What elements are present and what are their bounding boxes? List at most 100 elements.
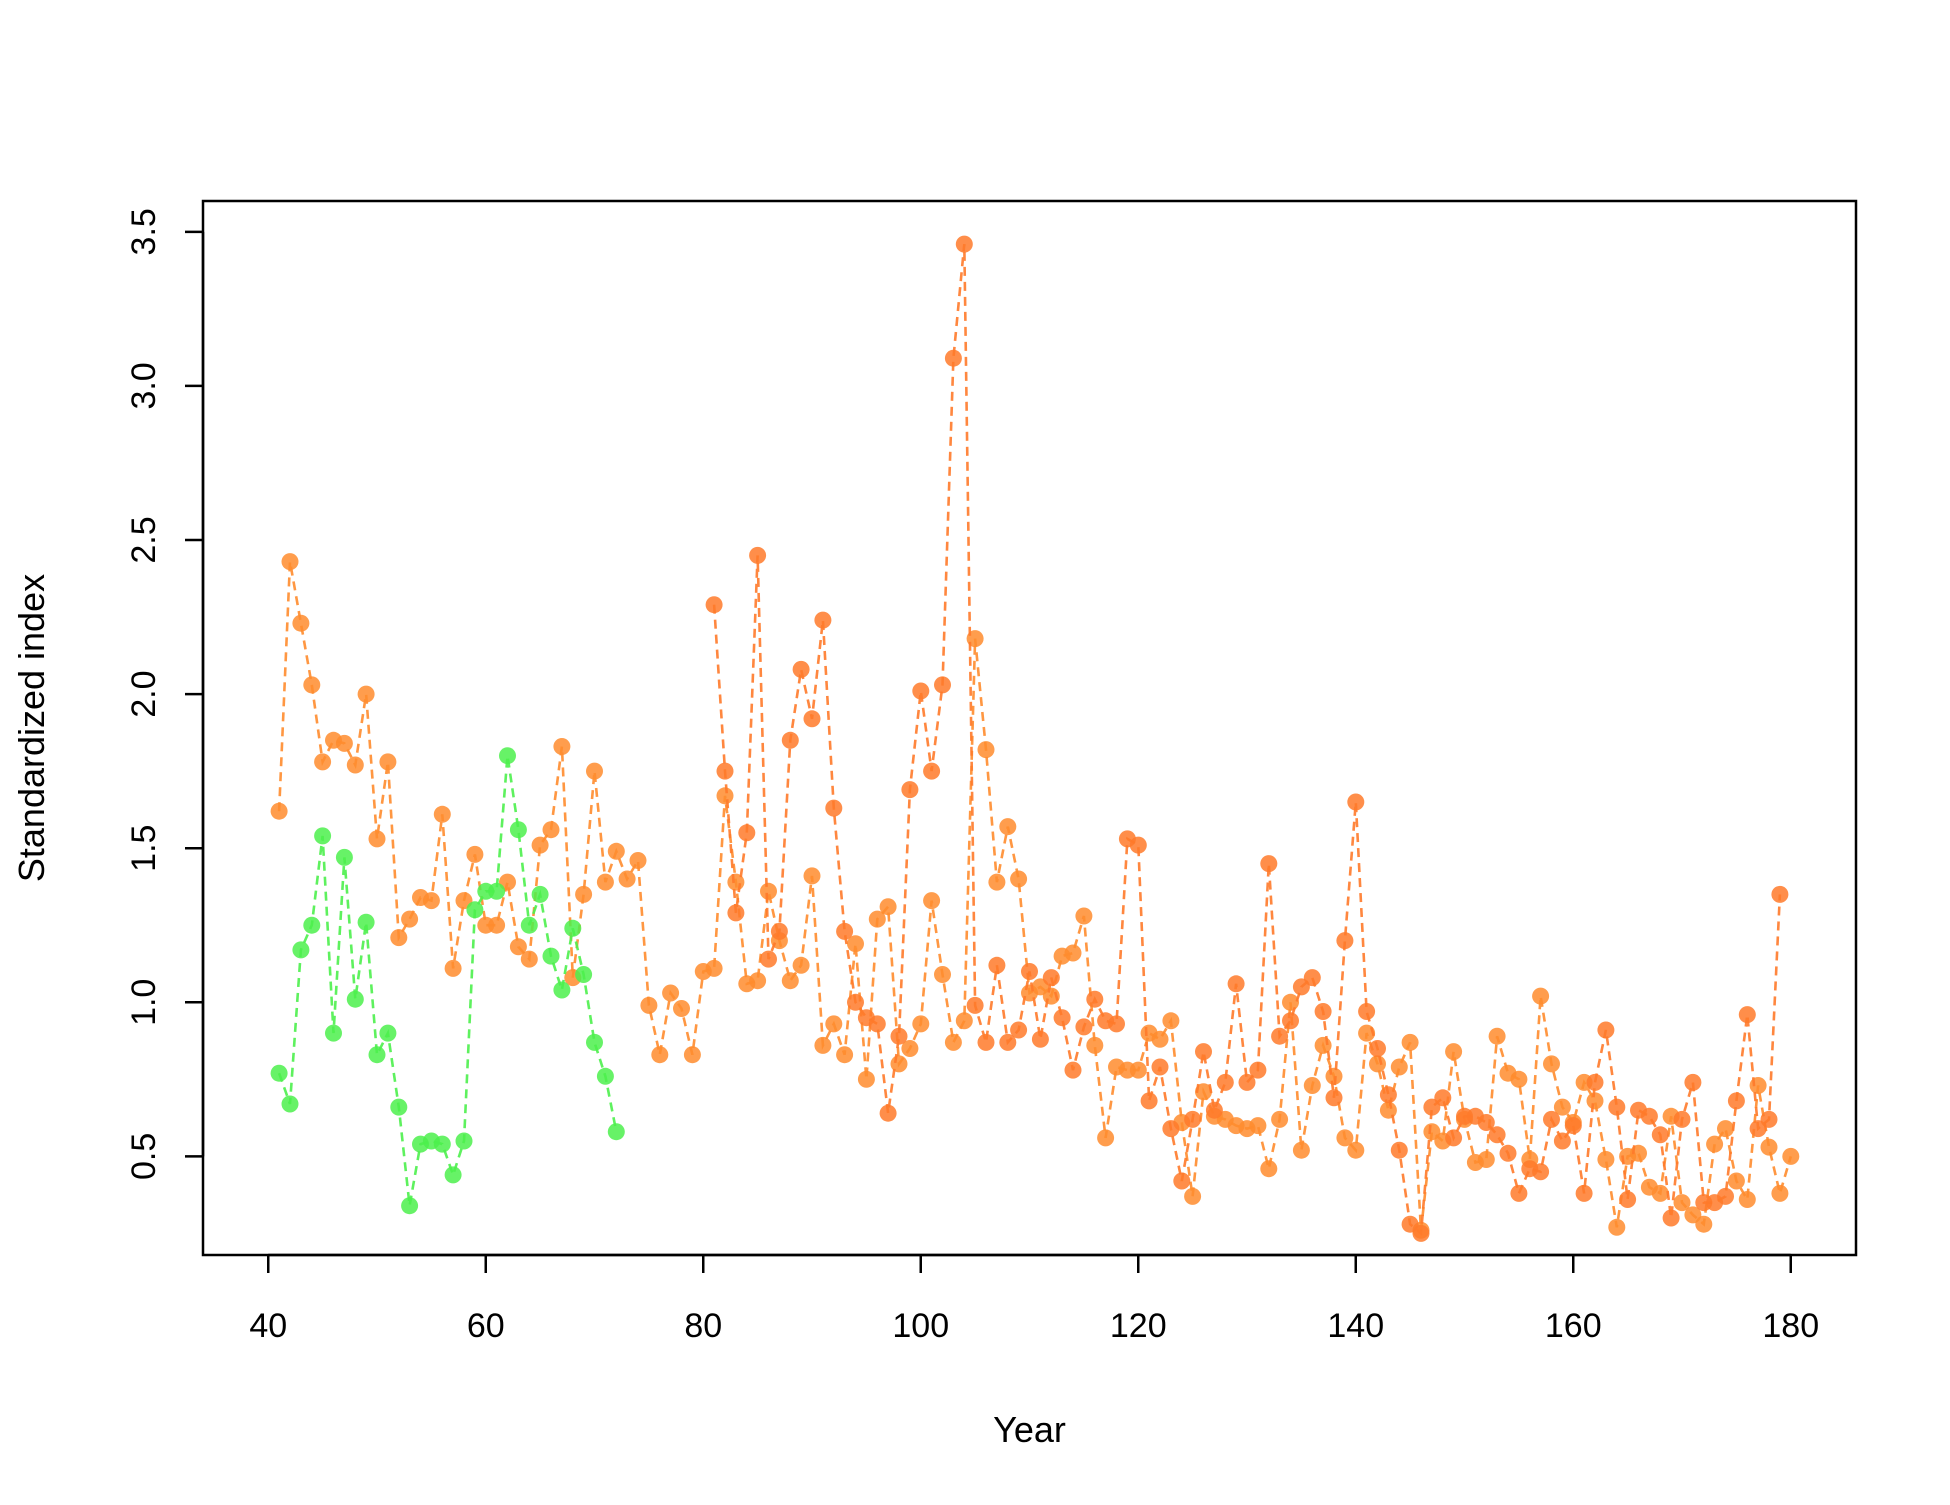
- series-1-point: [542, 821, 560, 839]
- series-2-point: [1575, 1184, 1593, 1202]
- series-1-point: [944, 1033, 962, 1051]
- x-tick-label: 120: [1110, 1307, 1167, 1345]
- x-tick-label: 60: [467, 1307, 505, 1345]
- series-1-point: [934, 966, 951, 983]
- series-1-point: [379, 753, 397, 771]
- x-axis-title: Year: [993, 1409, 1066, 1450]
- series-2-point: [1249, 1061, 1267, 1079]
- series-1-point: [1488, 1027, 1506, 1045]
- series-2-point: [847, 993, 864, 1011]
- series-1-point: [314, 753, 332, 771]
- series-2-point: [1532, 1163, 1550, 1181]
- x-axis: 40 60 80 100 120 140 160 180: [249, 1253, 1819, 1345]
- series-2-point: [716, 762, 734, 780]
- series-2-point: [1031, 1030, 1049, 1048]
- series-1: [270, 553, 1800, 1239]
- series-1-point: [716, 787, 734, 805]
- series-1-point: [607, 842, 625, 860]
- series-1-point: [825, 1015, 843, 1033]
- series-1-point: [575, 885, 593, 903]
- series-1-point: [1695, 1215, 1713, 1233]
- series-2-point: [1412, 1224, 1430, 1242]
- series-2-point: [1586, 1073, 1604, 1091]
- series-2-point: [1619, 1191, 1637, 1208]
- series-3-point: [281, 1095, 299, 1113]
- series-1-point: [673, 1000, 690, 1017]
- series-1-point: [857, 1070, 875, 1088]
- series-1-point: [923, 892, 941, 910]
- series-2-point: [1477, 1114, 1495, 1131]
- series-1-point: [1379, 1101, 1397, 1119]
- series-3-point: [520, 916, 538, 934]
- series-2-point: [1140, 1092, 1158, 1110]
- series-2-point: [1553, 1132, 1571, 1150]
- series-3-point: [586, 1033, 603, 1051]
- series-1-point: [1129, 1061, 1147, 1079]
- y-axis-title: Standardized index: [11, 574, 52, 882]
- series-1-point: [1738, 1191, 1756, 1208]
- series-1-point: [1097, 1129, 1115, 1147]
- series-2-point: [901, 781, 919, 799]
- series-1-point: [836, 1046, 854, 1064]
- series-3-point: [553, 981, 571, 999]
- series-2-point: [749, 546, 767, 564]
- series-2-point: [1216, 1073, 1234, 1091]
- series-2-point: [1510, 1184, 1528, 1202]
- series-1-point: [466, 845, 484, 863]
- series-1-point: [640, 996, 658, 1014]
- series-1-point: [683, 1046, 701, 1064]
- series-1-point: [390, 929, 408, 947]
- series-2-point: [1021, 963, 1038, 980]
- series-3-point: [335, 848, 353, 866]
- series-1-point: [422, 892, 440, 910]
- series-1-point: [1292, 1141, 1310, 1159]
- series-2-point: [836, 922, 854, 940]
- series-1-point: [1782, 1147, 1800, 1165]
- series-layer: [270, 235, 1800, 1242]
- series-2-point: [792, 660, 810, 678]
- series-1-point: [444, 959, 462, 977]
- series-1-point: [401, 910, 419, 928]
- series-2-point: [1390, 1141, 1408, 1159]
- series-2-point: [1369, 1040, 1386, 1057]
- series-2-point: [1760, 1110, 1778, 1128]
- series-2-point: [1195, 1043, 1212, 1061]
- series-2-point: [1042, 969, 1060, 987]
- series-2-point: [1303, 969, 1321, 987]
- y-tick-label: 2.0: [125, 670, 163, 717]
- series-2-point: [1205, 1101, 1223, 1119]
- series-1-point: [1477, 1151, 1495, 1168]
- series-1-point: [1184, 1187, 1202, 1205]
- series-1-point: [1260, 1160, 1278, 1178]
- series-2-point: [1543, 1110, 1560, 1128]
- series-1-point: [901, 1040, 919, 1057]
- series-1-point: [814, 1036, 832, 1054]
- series-1-point: [270, 802, 288, 820]
- y-tick-label: 3.5: [125, 208, 163, 255]
- series-2-point: [912, 682, 930, 700]
- series-1-point: [596, 873, 614, 891]
- series-2-point: [1597, 1021, 1615, 1039]
- series-2-point: [1325, 1089, 1343, 1107]
- series-1-point: [1717, 1120, 1734, 1138]
- series-1-point: [662, 984, 680, 1002]
- series-1-point: [1162, 1012, 1180, 1030]
- series-2-point: [988, 956, 1006, 974]
- series-2-point: [1282, 1012, 1299, 1030]
- y-tick-label: 3.0: [125, 362, 163, 409]
- series-2-point: [1640, 1107, 1658, 1125]
- series-3-point: [509, 821, 527, 839]
- series-1-point: [1010, 870, 1028, 888]
- series-1-point: [1151, 1030, 1169, 1048]
- series-1-point: [781, 972, 799, 990]
- series-1-point: [629, 852, 647, 869]
- y-tick-label: 1.0: [125, 979, 163, 1026]
- series-1-point: [912, 1015, 930, 1033]
- series-2-point: [1727, 1092, 1745, 1110]
- y-axis: 0.5 1.0 1.5 2.0 2.5 3.0 3.5: [125, 208, 205, 1180]
- series-2-point: [760, 950, 777, 968]
- series-2-point: [814, 611, 832, 629]
- series-2-point: [781, 731, 799, 749]
- series-2: [705, 235, 1789, 1242]
- series-1-point: [1597, 1151, 1615, 1168]
